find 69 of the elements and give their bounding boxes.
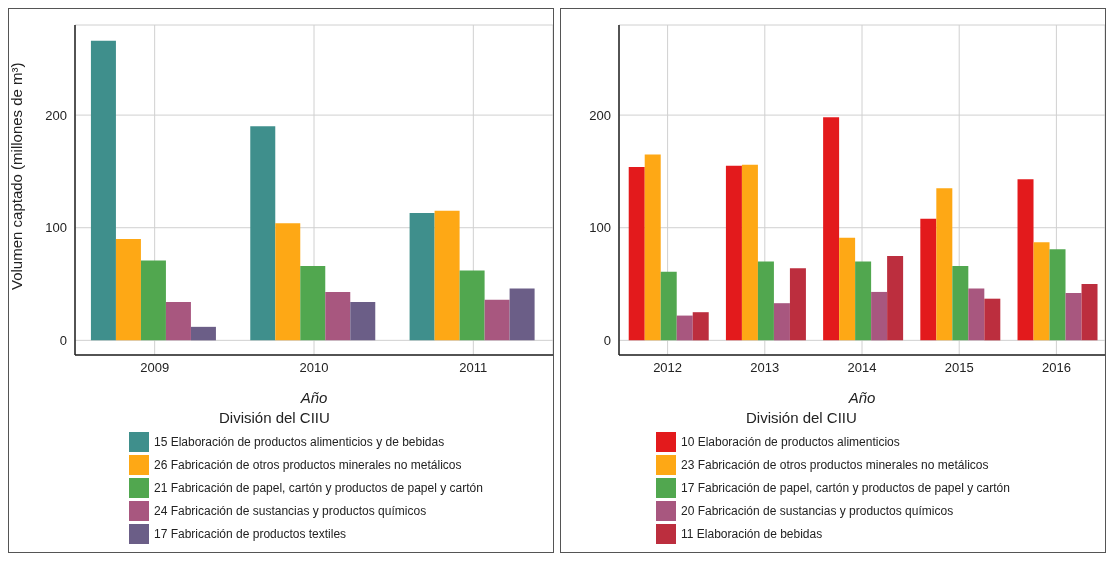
- bar: [409, 213, 435, 341]
- y-tick-label: 0: [603, 332, 611, 348]
- bar: [434, 210, 460, 341]
- legend-label: 11 Elaboración de bebidas: [681, 526, 823, 541]
- y-tick-label: 200: [589, 107, 611, 123]
- x-tick-label: 2009: [140, 360, 170, 376]
- bar: [275, 223, 301, 341]
- bar: [725, 165, 742, 341]
- x-tick-label: 2010: [299, 360, 329, 376]
- legend-label: 21 Fabricación de papel, cartón y productos de papel y cartón: [154, 480, 483, 495]
- x-tick-label: 2011: [459, 360, 488, 376]
- bar: [839, 237, 856, 341]
- bar: [644, 154, 661, 341]
- bar: [660, 271, 677, 341]
- bar: [300, 266, 326, 341]
- x-tick-label: 2015: [944, 360, 974, 376]
- bar: [936, 188, 953, 341]
- bar: [165, 302, 191, 341]
- bar: [968, 288, 985, 341]
- bar: [1033, 242, 1050, 341]
- bar: [459, 270, 485, 341]
- x-axis-title: Año: [847, 389, 876, 406]
- legend-title: División del CIIU: [746, 409, 858, 426]
- y-tick-label: 100: [589, 220, 611, 236]
- bar: [773, 303, 790, 341]
- bar: [823, 117, 840, 341]
- legend-label: 17 Fabricación de papel, cartón y productos de papel y cartón: [681, 480, 1010, 495]
- x-axis-title: Año: [299, 389, 328, 406]
- legend-label: 15 Elaboración de productos alimenticios y de bebidas: [154, 434, 445, 449]
- y-tick-label: 100: [45, 220, 67, 236]
- bar: [1017, 179, 1034, 341]
- bar: [190, 326, 216, 341]
- legend-label: 10 Elaboración de productos alimenticios: [681, 434, 900, 449]
- y-tick-label: 200: [45, 107, 67, 123]
- bar: [676, 315, 693, 341]
- x-tick-label: 2013: [750, 360, 780, 376]
- bar: [789, 268, 806, 341]
- legend-label: 24 Fabricación de sustancias y productos químicos: [154, 503, 427, 518]
- legend-label: 26 Fabricación de otros productos minerales no metálicos: [154, 457, 462, 472]
- bar: [90, 40, 116, 341]
- bar: [952, 266, 969, 341]
- bar: [1081, 284, 1098, 341]
- bar: [509, 288, 535, 341]
- bar: [855, 261, 872, 341]
- y-tick-label: 0: [59, 332, 67, 348]
- bar: [871, 291, 888, 341]
- bar: [140, 260, 166, 341]
- bar: [250, 126, 276, 341]
- x-tick-label: 2016: [1041, 360, 1071, 376]
- bar: [1049, 249, 1066, 341]
- legend-label: 17 Fabricación de productos textiles: [154, 526, 347, 541]
- legend-label: 23 Fabricación de otros productos minerales no metálicos: [681, 457, 989, 472]
- bar: [692, 312, 709, 341]
- legend-title: División del CIIU: [219, 409, 331, 426]
- bar: [484, 299, 510, 341]
- bar: [741, 164, 758, 341]
- bar: [1065, 293, 1082, 341]
- bar: [887, 255, 904, 341]
- y-axis-title: Volumen captado (millones de m³): [8, 62, 26, 290]
- bar: [115, 238, 141, 341]
- bar: [984, 298, 1001, 341]
- bar: [325, 291, 351, 341]
- bar: [628, 166, 645, 341]
- legend-label: 20 Fabricación de sustancias y productos químicos: [681, 503, 954, 518]
- bar: [757, 261, 774, 341]
- bar: [920, 218, 937, 341]
- x-tick-label: 2012: [653, 360, 683, 376]
- x-tick-label: 2014: [847, 360, 877, 376]
- bar: [350, 302, 376, 341]
